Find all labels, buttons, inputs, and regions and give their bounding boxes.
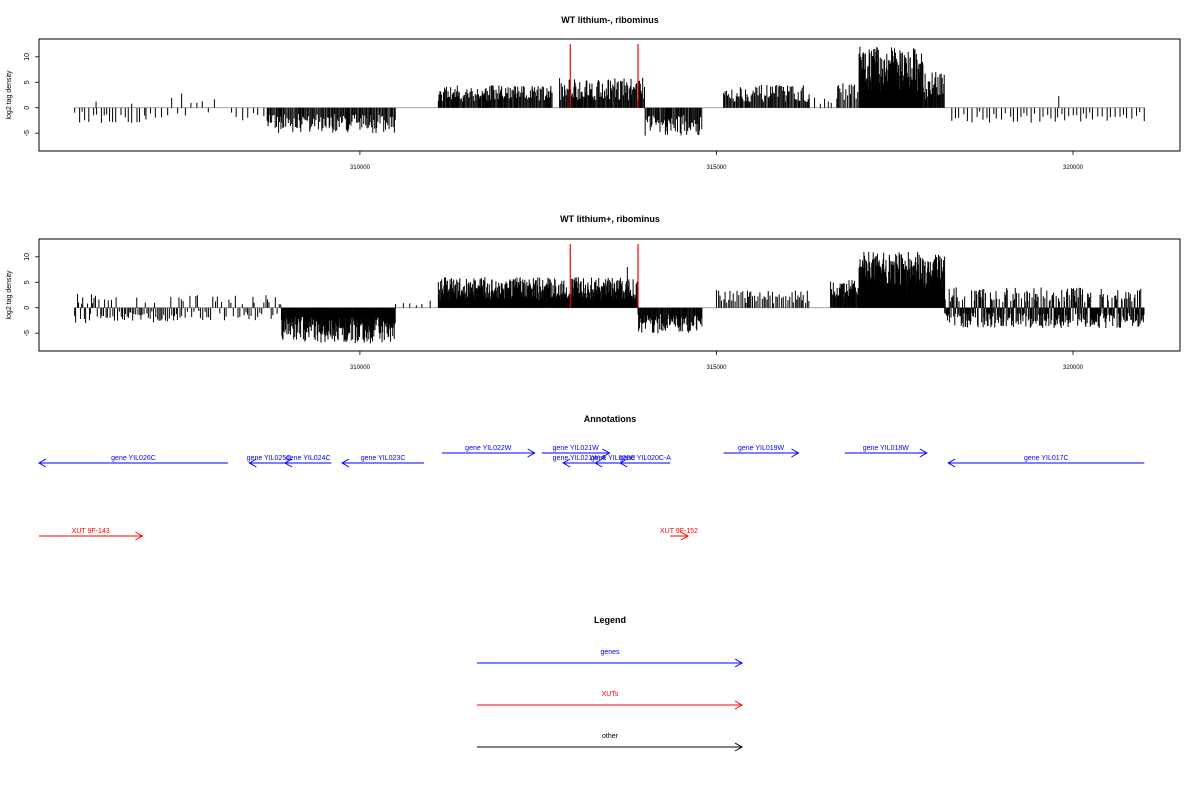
y-tick-label: 0 (24, 306, 31, 310)
gene-arrow-head (947, 458, 956, 468)
panel-title: WT lithium+, ribominus (560, 214, 660, 224)
gene-arrow-head (619, 458, 628, 468)
gene-arrow-head (341, 458, 350, 468)
gene-label: gene YIL020C-A (619, 455, 671, 462)
gene-label: gene YIL022W (465, 445, 512, 452)
x-tick-label: 315000 (706, 165, 727, 171)
x-tick-label: 315000 (706, 365, 727, 371)
gene-label: gene YIL020C (591, 455, 636, 462)
xut-arrow-head (135, 531, 144, 541)
gene-arrow-head (791, 448, 800, 458)
y-tick-label: -5 (24, 130, 31, 136)
gene-label: gene YIL026C (111, 455, 156, 462)
plot-frame (38, 38, 1181, 152)
legend-label: XUTs (602, 691, 619, 698)
gene-arrow-head (284, 458, 293, 468)
gene-arrow-head (248, 458, 257, 468)
annotations-panel: Annotations gene YIL026C gene YIL025Cgene… (37, 414, 1145, 541)
annotations-title: Annotations (584, 414, 637, 424)
legend-panel: Legend genes XUTs other (477, 615, 744, 752)
gene-label: gene YIL017C (1024, 455, 1069, 462)
x-tick-label: 320000 (1063, 365, 1084, 371)
gene-arrow-head (602, 448, 611, 458)
y-tick-label: 10 (24, 53, 31, 61)
legend-label: other (602, 733, 619, 740)
gene-label: gene YIL021W (553, 445, 600, 452)
coverage-panel-lithium-minus: WT lithium-, ribominus log2 tag density … (6, 15, 1181, 171)
x-tick-label: 310000 (350, 365, 371, 371)
gene-arrow-head (594, 458, 603, 468)
y-tick-label: -5 (24, 330, 31, 336)
x-tick-label: 320000 (1063, 165, 1084, 171)
legend-title: Legend (594, 615, 626, 625)
y-tick-label: 0 (24, 106, 31, 110)
y-tick-label: 10 (24, 253, 31, 261)
gene-label: gene YIL024C (286, 455, 331, 462)
xut-arrow-head (680, 531, 689, 541)
gene-label: gene YIL018W (863, 445, 910, 452)
legend-arrow-head (734, 700, 744, 710)
x-tick-label: 310000 (350, 165, 371, 171)
xut-label: XUT 9F-143 (72, 528, 110, 535)
y-axis-label: log2 tag density (6, 270, 13, 320)
y-axis-label: log2 tag density (6, 70, 13, 120)
gene-arrow-head (919, 448, 928, 458)
xut-label: XUT 9F-152 (660, 528, 698, 535)
gene-label: gene YIL025C (247, 455, 292, 462)
legend-arrow-head (734, 658, 744, 668)
coverage-panel-lithium-plus: WT lithium+, ribominus log2 tag density … (6, 214, 1181, 371)
gene-arrow-head (37, 458, 47, 468)
legend-arrow-head (734, 742, 744, 752)
gene-label: gene YIL023C (361, 455, 406, 462)
plot-frame (38, 238, 1181, 352)
gene-arrow-head (562, 458, 571, 468)
gene-label: gene YIL021W-A (553, 455, 606, 462)
panel-title: WT lithium-, ribominus (561, 15, 659, 25)
gene-arrow-head (527, 448, 536, 458)
y-tick-label: 5 (24, 280, 31, 284)
y-tick-label: 5 (24, 80, 31, 84)
legend-label: genes (600, 649, 620, 656)
gene-label: gene YIL019W (738, 445, 785, 452)
